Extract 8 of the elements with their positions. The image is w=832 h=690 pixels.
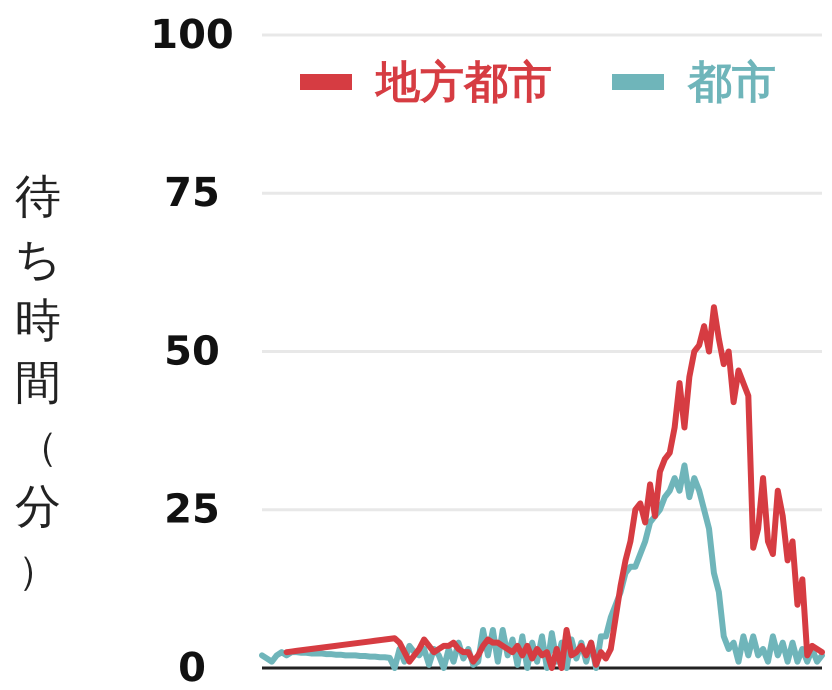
y-tick-label: 25 bbox=[164, 486, 220, 533]
legend-label: 地方都市 bbox=[374, 57, 552, 108]
y-tick-label: 75 bbox=[164, 170, 220, 216]
legend-label: 都市 bbox=[687, 57, 776, 108]
y-tick-label: 100 bbox=[150, 12, 234, 58]
y-tick-label: 50 bbox=[164, 328, 220, 374]
y-tick-label: 0 bbox=[178, 644, 206, 690]
y-axis-title: 待ち時間（分） bbox=[14, 169, 62, 594]
